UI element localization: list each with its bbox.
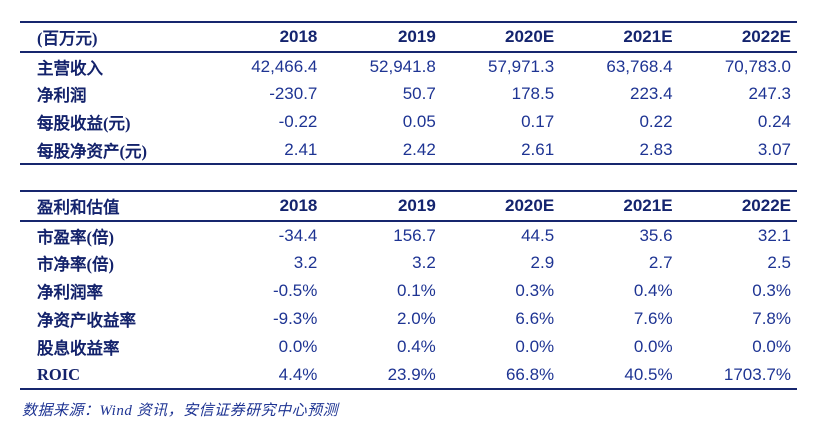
value-cell: 0.0% (278, 337, 318, 356)
value-cell: 0.4% (397, 337, 436, 356)
value-cell: 44.5 (521, 225, 555, 245)
financial-forecast-body: 主营收入 42,466.4 52,941.8 57,971.3 63,768.4 70,7… (20, 52, 797, 164)
value-cell: 0.4% (633, 281, 673, 300)
table-row: 市净率(倍) 3.2 3.2 2.9 2.7 2.5 (20, 249, 797, 277)
year-column-header: 2020E (441, 22, 561, 53)
value-cell: -0.5% (272, 281, 318, 300)
value-cell: 57,971.3 (487, 56, 555, 76)
unit-label: (百万元) (20, 22, 205, 53)
row-label: 主营收入 (37, 58, 103, 78)
row-label: 每股净资产(元) (37, 141, 147, 161)
value-cell: 23.9% (387, 364, 436, 384)
year-column-header: 2020E (441, 191, 561, 222)
value-cell: 2.42 (402, 139, 436, 159)
value-cell: 178.5 (511, 84, 555, 103)
row-label: 每股收益(元) (37, 114, 131, 133)
value-cell: 2.0% (397, 309, 436, 328)
row-label: 净资产收益率 (37, 311, 136, 330)
value-cell: 0.0% (752, 337, 791, 356)
value-cell: -34.4 (278, 225, 318, 245)
financial-forecast-header-row: (百万元) 2018 2019 2020E 2021E 2022E (20, 22, 797, 53)
value-cell: -0.22 (278, 112, 318, 131)
value-cell: 2.7 (648, 253, 673, 272)
financial-forecast-table: (百万元) 2018 2019 2020E 2021E 2022E 主营收入 42,466… (20, 21, 797, 165)
row-label: 市盈率(倍) (37, 227, 114, 247)
value-cell: 42,466.4 (251, 56, 318, 76)
value-cell: 50.7 (402, 84, 436, 103)
value-cell: 7.8% (752, 309, 791, 328)
row-label: 净利润 (37, 86, 87, 105)
row-label: ROIC (37, 364, 81, 384)
data-source-note: 数据来源：Wind 资讯，安信证券研究中心预测 (22, 403, 339, 419)
value-cell: 0.0% (515, 337, 555, 356)
value-cell: 2.41 (284, 139, 318, 159)
year-column-header: 2021E (560, 191, 679, 222)
value-cell: 40.5% (624, 364, 673, 384)
value-cell: 3.07 (757, 139, 791, 159)
profit-valuation-body: 市盈率(倍) -34.4 156.7 44.5 35.6 32.1 市净率(倍) 3.2 3.2… (20, 221, 797, 389)
table-row: 股息收益率 0.0% 0.4% 0.0% 0.0% 0.0% (20, 333, 797, 361)
value-cell: 0.22 (639, 112, 673, 131)
value-cell: 3.2 (293, 253, 318, 272)
value-cell: 156.7 (393, 225, 436, 245)
profit-valuation-table: 盈利和估值 2018 2019 2020E 2021E 2022E 市盈率(倍) -34.… (20, 190, 797, 390)
value-cell: 7.6% (633, 309, 673, 328)
table-row: 每股净资产(元) 2.41 2.42 2.61 2.83 3.07 (20, 136, 797, 164)
value-cell: 0.3% (752, 281, 791, 300)
value-cell: 0.1% (397, 281, 436, 300)
value-cell: 0.24 (757, 112, 791, 131)
row-label: 净利润率 (37, 283, 103, 302)
value-cell: 70,783.0 (724, 56, 791, 76)
table-row: 净利润率 -0.5% 0.1% 0.3% 0.4% 0.3% (20, 277, 797, 305)
value-cell: 35.6 (639, 225, 673, 245)
value-cell: 223.4 (630, 84, 673, 103)
value-cell: 52,941.8 (369, 56, 436, 76)
table-row: 净资产收益率 -9.3% 2.0% 6.6% 7.6% 7.8% (20, 305, 797, 333)
value-cell: 3.2 (412, 253, 436, 272)
value-cell: 247.3 (748, 84, 791, 103)
year-column-header: 2022E (678, 22, 797, 53)
value-cell: 2.83 (639, 139, 673, 159)
profit-valuation-title: 盈利和估值 (20, 191, 205, 222)
value-cell: 66.8% (505, 364, 555, 384)
year-column-header: 2019 (323, 22, 442, 53)
year-column-header: 2018 (205, 22, 324, 53)
value-cell: -230.7 (269, 84, 318, 103)
table-row: 主营收入 42,466.4 52,941.8 57,971.3 63,768.4 70,7… (20, 52, 797, 80)
value-cell: 2.61 (521, 139, 555, 159)
year-column-header: 2021E (560, 22, 679, 53)
year-column-header: 2019 (323, 191, 442, 222)
value-cell: 4.4% (278, 364, 318, 384)
year-column-header: 2018 (205, 191, 324, 222)
value-cell: 63,768.4 (606, 56, 673, 76)
row-label: 市净率(倍) (37, 255, 114, 274)
profit-valuation-header-row: 盈利和估值 2018 2019 2020E 2021E 2022E (20, 191, 797, 222)
value-cell: 6.6% (515, 309, 555, 328)
value-cell: 2.5 (767, 253, 791, 272)
table-row: ROIC 4.4% 23.9% 66.8% 40.5% 1703.7% (20, 361, 797, 389)
value-cell: 1703.7% (723, 364, 791, 384)
table-row: 每股收益(元) -0.22 0.05 0.17 0.22 0.24 (20, 108, 797, 136)
value-cell: -9.3% (272, 309, 318, 328)
value-cell: 0.17 (521, 112, 555, 131)
year-column-header: 2022E (678, 191, 797, 222)
value-cell: 0.3% (515, 281, 555, 300)
value-cell: 32.1 (757, 225, 791, 245)
table-row: 净利润 -230.7 50.7 178.5 223.4 247.3 (20, 80, 797, 108)
value-cell: 0.05 (402, 112, 436, 131)
value-cell: 0.0% (633, 337, 673, 356)
table-row: 市盈率(倍) -34.4 156.7 44.5 35.6 32.1 (20, 221, 797, 249)
row-label: 股息收益率 (37, 339, 120, 358)
value-cell: 2.9 (530, 253, 555, 272)
